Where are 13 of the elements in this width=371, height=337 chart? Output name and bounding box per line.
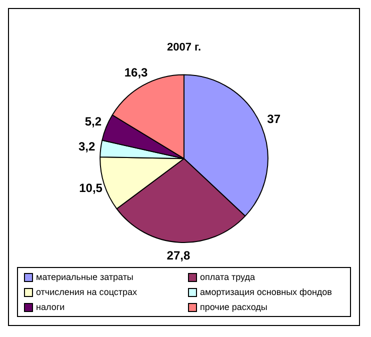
legend-label: материальные затраты <box>36 272 134 282</box>
legend-label: отчисления на соцстрах <box>36 287 138 297</box>
data-label: 5,2 <box>84 114 102 128</box>
chart-title: 2007 г. <box>166 42 202 54</box>
legend-label: амортизация основных фондов <box>200 287 332 297</box>
data-label: 16,3 <box>124 66 148 80</box>
data-label: 10,5 <box>79 180 103 195</box>
data-label: 27,8 <box>166 248 190 263</box>
legend-label: налоги <box>36 302 65 312</box>
legend-label: оплата труда <box>200 272 255 282</box>
data-label: 37 <box>267 112 281 126</box>
data-label: 3,2 <box>78 139 96 154</box>
legend-label: прочие расходы <box>200 302 268 312</box>
